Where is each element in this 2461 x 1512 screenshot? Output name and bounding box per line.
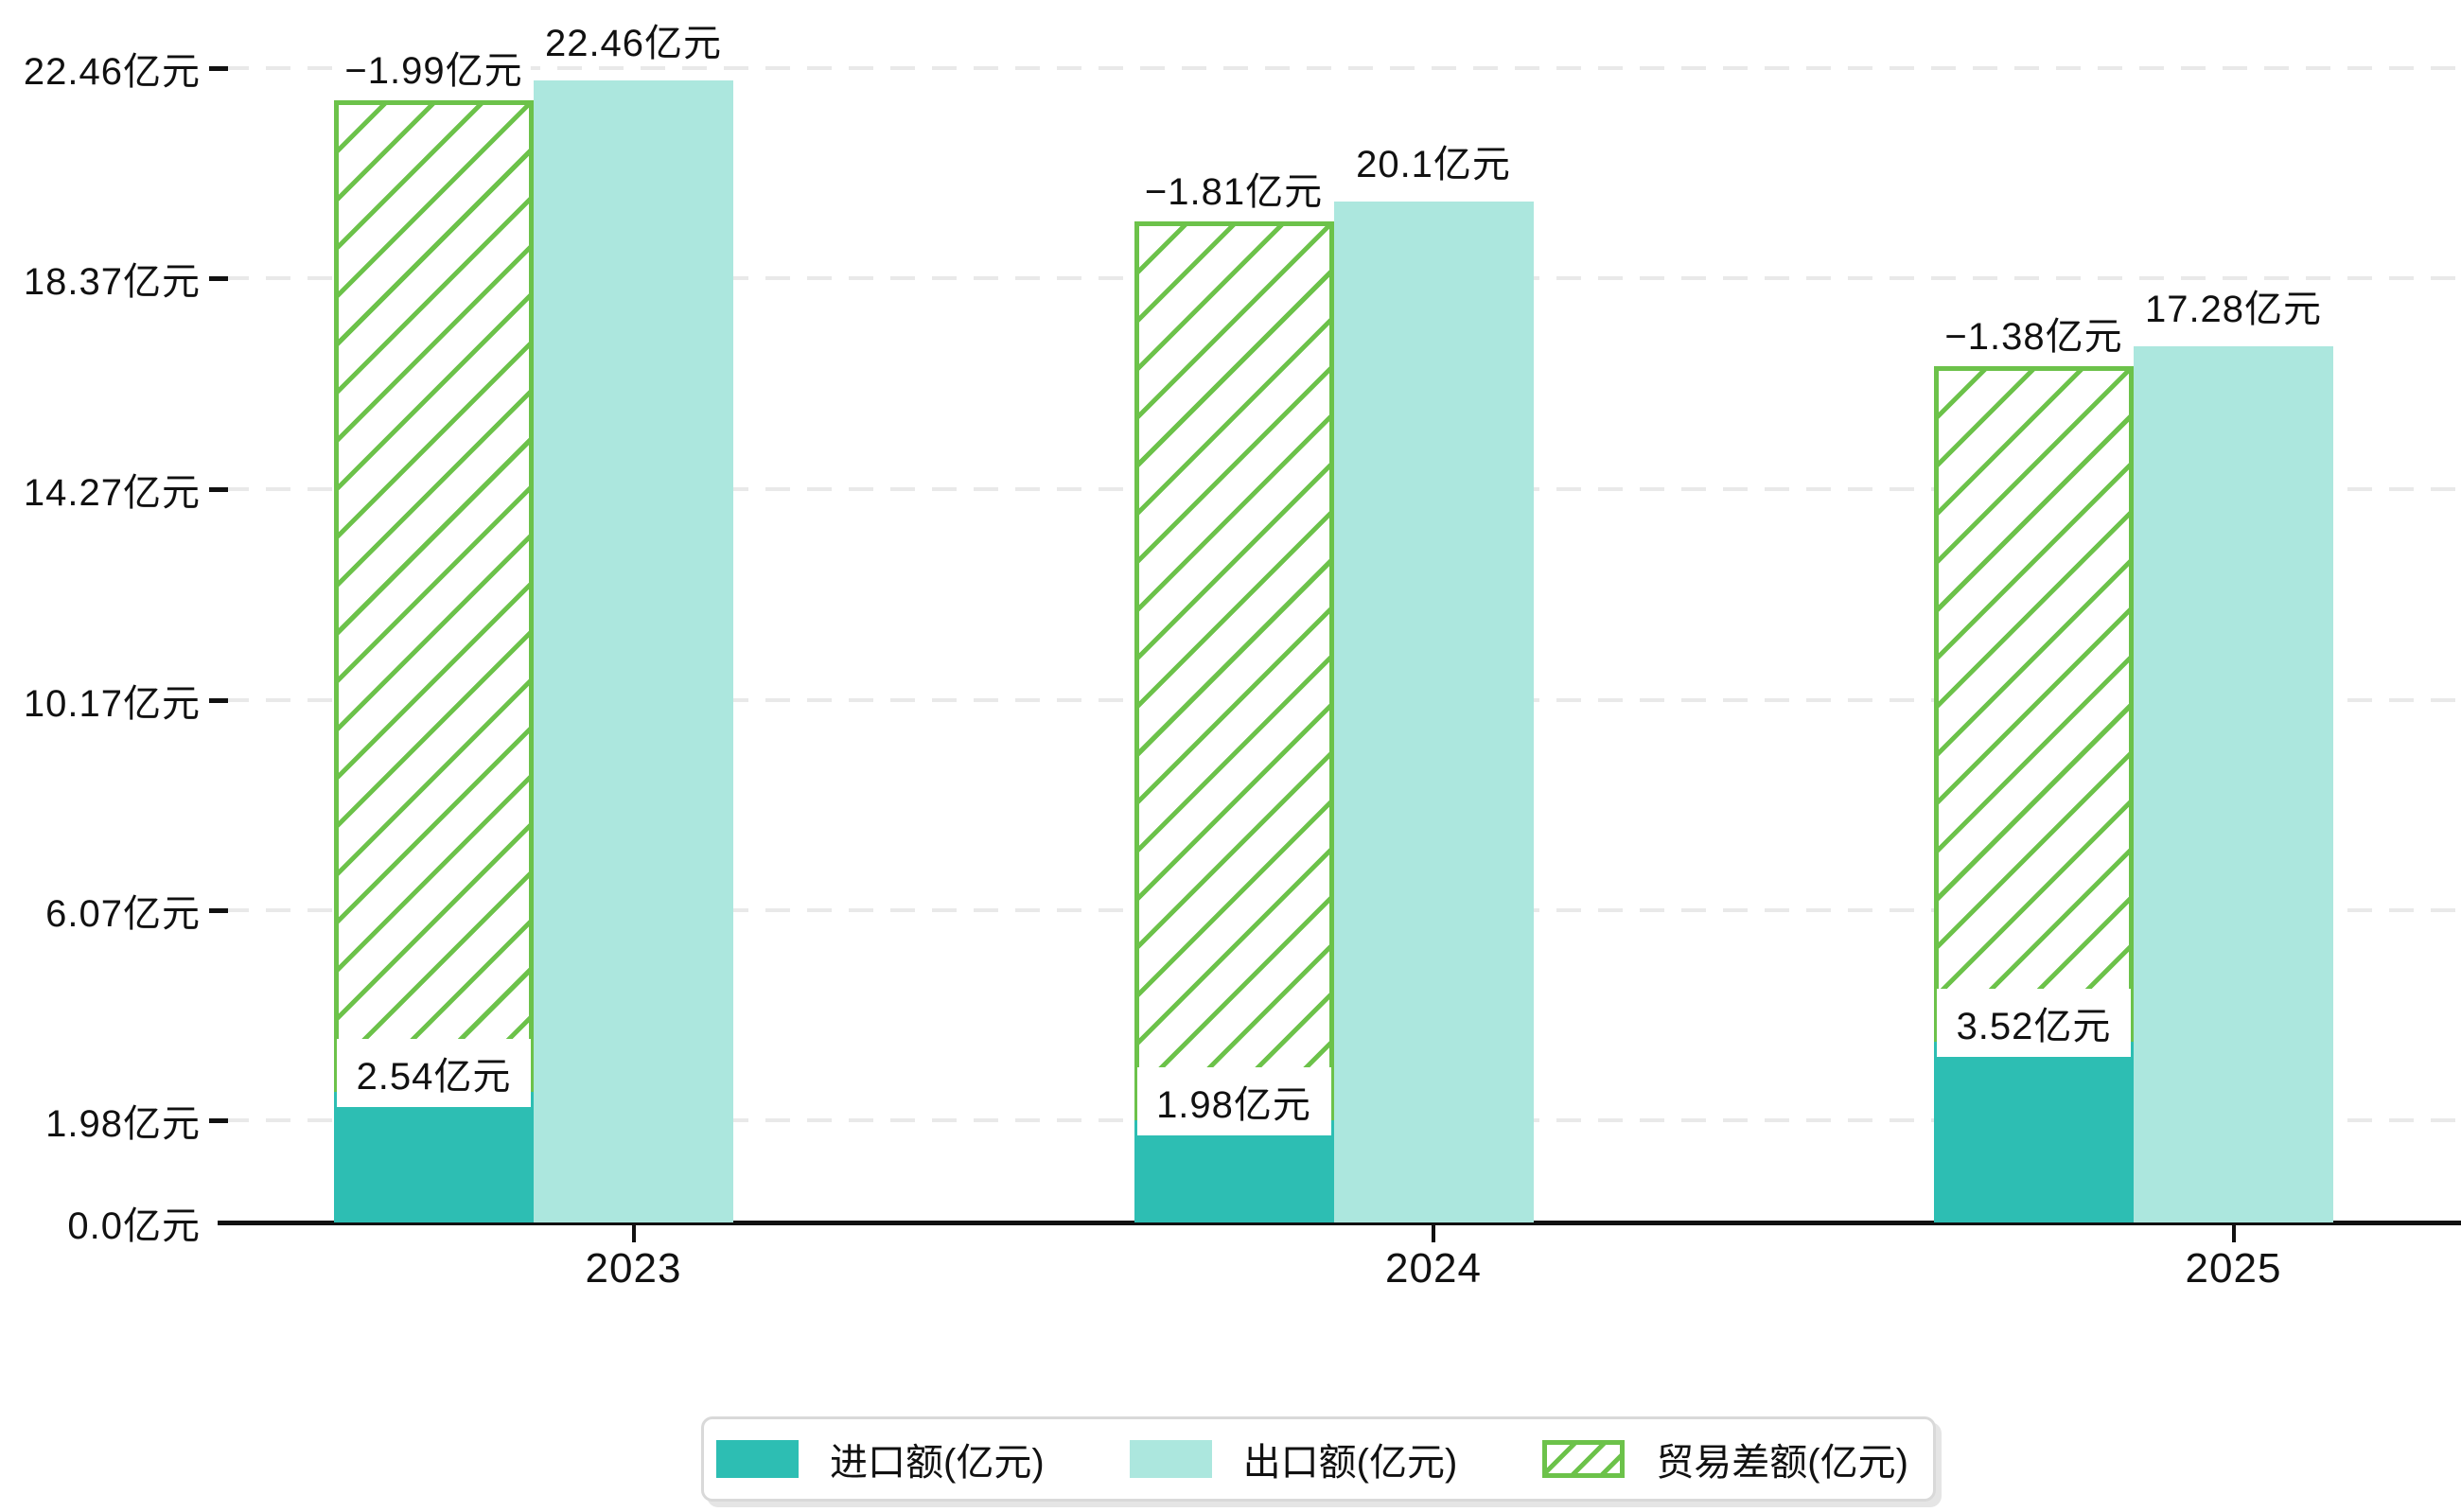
data-label-import-2025: 3.52亿元 bbox=[1937, 988, 2131, 1057]
y-tick-mark bbox=[209, 697, 228, 703]
bar-export-2023[interactable] bbox=[534, 79, 733, 1222]
x-axis-label-2025: 2025 bbox=[2185, 1245, 2282, 1292]
legend-label-import: 进口额(亿元) bbox=[830, 1442, 1045, 1484]
y-axis-label: 0.0亿元 bbox=[67, 1205, 201, 1247]
y-axis-label: 6.07亿元 bbox=[45, 893, 201, 936]
bar-trade-difference-2024[interactable] bbox=[1134, 221, 1334, 1121]
data-label-trade-difference-2023: −1.99亿元 bbox=[337, 48, 531, 93]
x-axis-label-2024: 2024 bbox=[1385, 1245, 1482, 1292]
x-tick-mark bbox=[2231, 1225, 2236, 1242]
y-tick-mark bbox=[209, 276, 228, 282]
y-axis-label: 22.46亿元 bbox=[23, 50, 201, 93]
bar-trade-difference-2023[interactable] bbox=[334, 99, 534, 1093]
bar-import-2023[interactable] bbox=[334, 1092, 534, 1222]
export-swatch-icon bbox=[1129, 1440, 1212, 1478]
x-tick-mark bbox=[1432, 1225, 1435, 1242]
x-axis-line bbox=[218, 1221, 2461, 1225]
y-tick-mark bbox=[209, 486, 228, 492]
y-axis-label: 1.98亿元 bbox=[45, 1103, 201, 1146]
bar-export-2025[interactable] bbox=[2134, 346, 2333, 1222]
data-label-trade-difference-2025: −1.38亿元 bbox=[1937, 315, 2131, 360]
bar-import-2024[interactable] bbox=[1134, 1120, 1334, 1222]
bar-trade-difference-2025[interactable] bbox=[1934, 366, 2134, 1042]
y-axis-label: 18.37亿元 bbox=[23, 261, 201, 304]
legend-label-trade-difference: 贸易差额(亿元) bbox=[1656, 1442, 1908, 1484]
bar-import-2025[interactable] bbox=[1934, 1041, 2134, 1222]
data-label-export-2024: 20.1亿元 bbox=[1348, 143, 1519, 187]
y-tick-mark bbox=[209, 65, 228, 71]
x-tick-mark bbox=[631, 1225, 636, 1242]
data-label-import-2023: 2.54亿元 bbox=[337, 1039, 531, 1108]
legend: 进口额(亿元) 出口额(亿元) 贸易差额(亿元) bbox=[701, 1416, 1936, 1502]
import-swatch-icon bbox=[716, 1440, 799, 1478]
gridline bbox=[224, 65, 2456, 70]
y-axis-label: 14.27亿元 bbox=[23, 471, 201, 514]
bar-export-2024[interactable] bbox=[1333, 202, 1534, 1222]
y-tick-mark bbox=[209, 908, 228, 914]
data-label-trade-difference-2024: −1.81亿元 bbox=[1136, 170, 1331, 215]
data-label-export-2023: 22.46亿元 bbox=[536, 21, 730, 65]
legend-item-import[interactable]: 进口额(亿元) bbox=[716, 1432, 1045, 1486]
legend-item-trade-difference[interactable]: 贸易差额(亿元) bbox=[1542, 1432, 1908, 1486]
data-label-import-2024: 1.98亿元 bbox=[1136, 1067, 1331, 1136]
data-label-export-2025: 17.28亿元 bbox=[2136, 288, 2330, 332]
hatch-swatch-icon bbox=[1542, 1440, 1626, 1478]
y-axis-label: 10.17亿元 bbox=[23, 682, 201, 725]
legend-item-export[interactable]: 出口额(亿元) bbox=[1129, 1432, 1458, 1486]
legend-label-export: 出口额(亿元) bbox=[1242, 1442, 1458, 1484]
x-axis-label-2023: 2023 bbox=[585, 1245, 682, 1292]
y-tick-mark bbox=[209, 1118, 228, 1124]
